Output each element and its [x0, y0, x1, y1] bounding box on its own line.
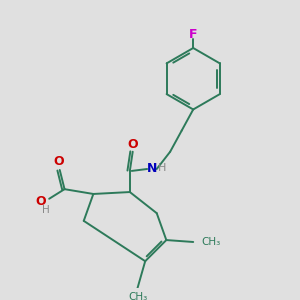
Text: O: O: [35, 195, 46, 208]
Text: CH₃: CH₃: [128, 292, 147, 300]
Text: O: O: [128, 137, 138, 151]
Text: O: O: [53, 155, 64, 168]
Text: H: H: [158, 163, 167, 173]
Text: CH₃: CH₃: [201, 237, 220, 247]
Text: F: F: [189, 28, 197, 41]
Text: H: H: [42, 205, 50, 215]
Text: N: N: [147, 161, 157, 175]
